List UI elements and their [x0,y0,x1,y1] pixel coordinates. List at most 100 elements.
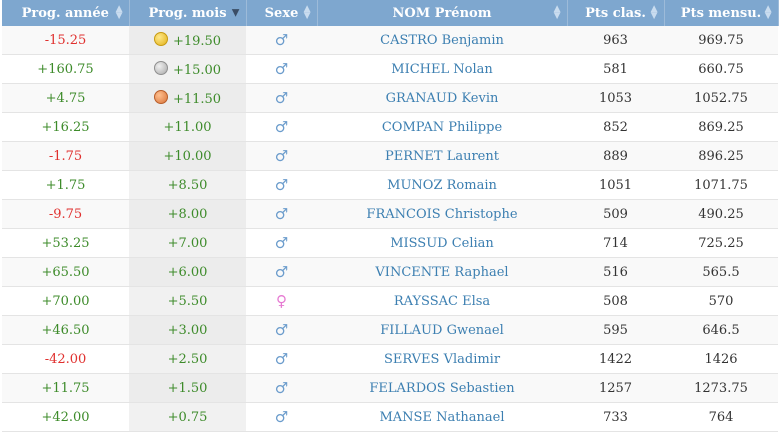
prog-mois-cell: +0.75 [129,402,246,432]
pts-clas-cell: 509 [567,199,664,229]
header-label: Pts clas. [585,5,646,21]
prog-mois-cell: +15.00 [129,54,246,84]
prog-annee-cell: +46.50 [2,315,129,345]
sexe-cell: ♂ [246,228,317,258]
sexe-cell: ♂ [246,315,317,345]
player-name-link[interactable]: MUNOZ Romain [387,177,497,193]
nom-prenom-cell[interactable]: PERNET Laurent [317,141,567,171]
player-name-link[interactable]: SERVES Vladimir [383,351,501,367]
sort-both-icon[interactable]: ▲ ▼ [650,4,658,21]
prog-mois-cell: +2.50 [129,344,246,374]
table-row: +11.75 +1.50 ♂ FELARDOS Sebastien 1257 1273.7… [2,373,778,403]
header-sexe[interactable]: Sexe ▲ ▼ [246,0,318,26]
nom-prenom-cell[interactable]: FELARDOS Sebastien [317,373,567,403]
pts-mensu-cell: 725.25 [664,228,778,258]
nom-prenom-cell[interactable]: SERVES Vladimir [317,344,567,374]
male-icon: ♂ [274,234,289,252]
nom-prenom-cell[interactable]: MANSE Nathanael [317,402,567,432]
player-name-link[interactable]: RAYSSAC Elsa [393,293,491,309]
prog-annee-cell: -15.25 [2,26,129,55]
pts-mensu-cell: 1426 [664,344,778,374]
player-name-link[interactable]: FRANCOIS Christophe [366,206,518,222]
prog-mois-cell: +10.00 [129,141,246,171]
sort-both-icon[interactable]: ▲ ▼ [553,4,561,21]
header-pts-clas[interactable]: Pts clas. ▲ ▼ [567,0,665,26]
prog-mois-value: +2.50 [167,351,208,367]
prog-mois-value: +1.50 [167,380,208,396]
nom-prenom-cell[interactable]: MICHEL Nolan [317,54,567,84]
sexe-cell: ♂ [246,54,317,84]
female-icon: ♀ [276,292,287,310]
prog-annee-cell: +1.75 [2,170,129,200]
gold-medal-icon [153,31,168,46]
sort-both-icon[interactable]: ▲ ▼ [115,4,123,21]
male-icon: ♂ [274,205,289,223]
player-name-link[interactable]: CASTRO Benjamin [380,32,504,48]
nom-prenom-cell[interactable]: MISSUD Celian [317,228,567,258]
prog-mois-cell: +7.00 [129,228,246,258]
pts-clas-cell: 714 [567,228,664,258]
nom-prenom-cell[interactable]: FILLAUD Gwenael [317,315,567,345]
table-row: -42.00 +2.50 ♂ SERVES Vladimir 1422 1426 [2,344,778,374]
player-name-link[interactable]: PERNET Laurent [385,148,499,164]
sort-both-icon[interactable]: ▲ ▼ [764,4,772,21]
sort-both-icon[interactable]: ▲ ▼ [303,4,311,21]
bronze-medal-icon [153,89,168,104]
pts-clas-cell: 889 [567,141,664,171]
table-row: +4.75 +11.50 ♂ GRANAUD Kevin 1053 1052.75 [2,83,778,113]
header-label: NOM Prénom [392,5,492,21]
sexe-cell: ♂ [246,26,317,55]
prog-annee-cell: +160.75 [2,54,129,84]
prog-mois-cell: +19.50 [129,26,246,55]
pts-mensu-cell: 570 [664,286,778,316]
nom-prenom-cell[interactable]: RAYSSAC Elsa [317,286,567,316]
table-body: -15.25 +19.50 ♂ CASTRO Benjamin 963 969.75 +16… [2,26,778,432]
silver-medal-icon [153,60,168,75]
prog-mois-value: +0.75 [167,409,208,425]
nom-prenom-cell[interactable]: VINCENTE Raphael [317,257,567,287]
player-name-link[interactable]: COMPAN Philippe [381,119,503,135]
pts-mensu-cell: 646.5 [664,315,778,345]
sexe-cell: ♂ [246,373,317,403]
player-name-link[interactable]: FELARDOS Sebastien [369,380,515,396]
male-icon: ♂ [274,176,289,194]
nom-prenom-cell[interactable]: COMPAN Philippe [317,112,567,142]
table-row: -1.75 +10.00 ♂ PERNET Laurent 889 896.25 [2,141,778,171]
male-icon: ♂ [274,118,289,136]
nom-prenom-cell[interactable]: CASTRO Benjamin [317,26,567,55]
table-row: +65.50 +6.00 ♂ VINCENTE Raphael 516 565.5 [2,257,778,287]
header-nom-prenom[interactable]: NOM Prénom ▲ ▼ [317,0,568,26]
pts-mensu-cell: 1071.75 [664,170,778,200]
nom-prenom-cell[interactable]: MUNOZ Romain [317,170,567,200]
male-icon: ♂ [274,60,289,78]
nom-prenom-cell[interactable]: FRANCOIS Christophe [317,199,567,229]
header-pts-mensu[interactable]: Pts mensu. ▲ ▼ [664,0,779,26]
pts-mensu-cell: 1273.75 [664,373,778,403]
male-icon: ♂ [274,31,289,49]
pts-clas-cell: 1257 [567,373,664,403]
header-prog-annee[interactable]: Prog. année ▲ ▼ [2,0,130,26]
pts-mensu-cell: 869.25 [664,112,778,142]
player-name-link[interactable]: VINCENTE Raphael [375,264,509,280]
pts-mensu-cell: 565.5 [664,257,778,287]
player-name-link[interactable]: GRANAUD Kevin [385,90,499,106]
pts-clas-cell: 595 [567,315,664,345]
player-name-link[interactable]: FILLAUD Gwenael [380,322,504,338]
header-prog-mois[interactable]: Prog. mois ▼ [129,0,247,26]
table-row: +16.25 +11.00 ♂ COMPAN Philippe 852 869.25 [2,112,778,142]
prog-annee-cell: -42.00 [2,344,129,374]
player-name-link[interactable]: MANSE Nathanael [379,409,505,425]
prog-annee-cell: +65.50 [2,257,129,287]
pts-clas-cell: 508 [567,286,664,316]
sexe-cell: ♂ [246,170,317,200]
prog-mois-value: +7.00 [167,235,208,251]
nom-prenom-cell[interactable]: GRANAUD Kevin [317,83,567,113]
pts-mensu-cell: 969.75 [664,26,778,55]
pts-clas-cell: 733 [567,402,664,432]
prog-annee-cell: +53.25 [2,228,129,258]
player-name-link[interactable]: MICHEL Nolan [391,61,493,77]
sort-desc-icon[interactable]: ▼ [231,7,240,19]
prog-annee-cell: -1.75 [2,141,129,171]
prog-mois-cell: +11.00 [129,112,246,142]
player-name-link[interactable]: MISSUD Celian [390,235,494,251]
